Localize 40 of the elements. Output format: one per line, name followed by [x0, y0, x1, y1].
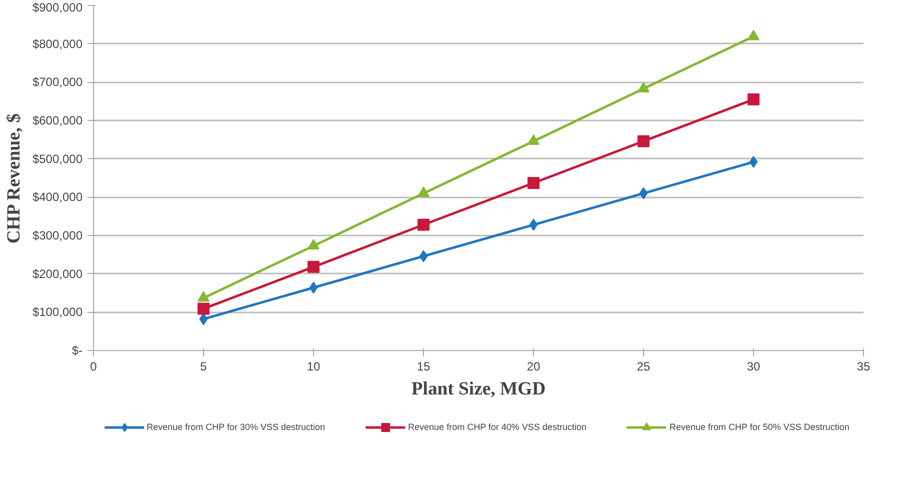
point [529, 218, 538, 231]
y-tick-label: $700,000 [32, 75, 83, 90]
y-axis-title: CHP Revenue, $ [3, 113, 24, 244]
legend-label: Revenue from CHP for 50% VSS Destruction [669, 422, 850, 432]
point [528, 134, 540, 145]
y-tick-label: $600,000 [32, 114, 83, 128]
x-tick-label: 25 [636, 360, 650, 374]
legend-label: Revenue from CHP for 30% VSS destruction [146, 422, 326, 432]
x-tick-label: 20 [526, 360, 540, 374]
point [748, 93, 760, 106]
y-tick-label: $- [72, 344, 83, 358]
x-tick-label: 5 [200, 360, 208, 374]
y-tick-label: $800,000 [32, 36, 83, 51]
point [199, 313, 208, 326]
x-tick-label: 35 [856, 360, 870, 374]
x-tick-label: 30 [746, 360, 760, 374]
point [308, 260, 320, 273]
point [638, 135, 650, 148]
point [638, 82, 650, 92]
legend-label: Revenue from CHP for 40% VSS destruction [408, 422, 586, 432]
y-tick-label: $200,000 [32, 266, 83, 281]
point [418, 186, 430, 198]
y-tick-label: $400,000 [32, 190, 83, 204]
y-tick-label: $900,000 [32, 0, 83, 14]
point [749, 156, 758, 168]
point [198, 302, 210, 315]
point [748, 30, 760, 40]
point [639, 187, 648, 200]
y-tick-label: $300,000 [32, 228, 83, 242]
x-axis-title: Plant Size, MGD [411, 378, 546, 400]
x-tick-label: 10 [306, 360, 320, 374]
point [308, 239, 320, 250]
point [419, 250, 428, 262]
point [528, 176, 540, 189]
y-tick-label: $500,000 [32, 152, 83, 166]
x-tick-label: 15 [416, 360, 430, 374]
point [418, 218, 430, 231]
x-tick-label: 0 [90, 360, 98, 374]
y-tick-label: $100,000 [32, 305, 83, 320]
point [309, 282, 318, 294]
